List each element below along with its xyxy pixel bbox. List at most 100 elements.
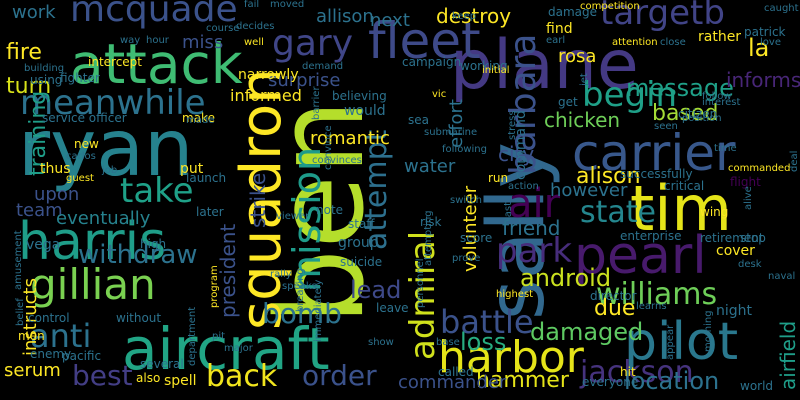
word-fighter: fighter (60, 71, 100, 85)
word-last: last (503, 201, 514, 220)
word-wing: wing (700, 205, 729, 219)
word-learns: learns (636, 301, 667, 312)
word-keep: keep (452, 11, 477, 22)
word-work: work (12, 2, 56, 23)
word-several: several (140, 357, 184, 371)
word-surprise: surprise (268, 70, 341, 91)
word-pit: pit (212, 331, 226, 342)
word-air: air (508, 181, 561, 227)
word-damaged: damaged (530, 318, 644, 346)
word-thus: thus (40, 161, 71, 177)
word-order: order (302, 359, 377, 392)
word-romantic: romantic (310, 128, 390, 149)
word-allison: allison (316, 6, 374, 27)
word-desk: desk (738, 259, 762, 270)
word-plane: plane (450, 26, 639, 105)
word-decides: decides (236, 21, 275, 32)
word-way: way (120, 35, 141, 46)
word-make: make (182, 111, 215, 125)
word-vega: vega (26, 237, 61, 253)
word-best: best (72, 359, 133, 392)
word-hit: hit (620, 365, 636, 379)
word-attempting: attempting (423, 210, 434, 266)
word-switch: switch (450, 195, 482, 206)
word-score: score (460, 231, 493, 245)
word-targetb: targetb (600, 0, 725, 33)
word-interest: interest (702, 97, 741, 108)
word-miss: miss (182, 32, 224, 53)
word-campaign: campaign (402, 55, 462, 69)
word-commanded: commanded (728, 163, 791, 174)
word-suicide: suicide (340, 255, 383, 269)
word-bomb: bomb (262, 297, 342, 330)
word-speaks: speaks (282, 281, 317, 292)
word-launch: launch (186, 171, 227, 185)
word-alive: alive (743, 186, 754, 210)
word-building: building (24, 63, 65, 74)
word-control: control (28, 311, 70, 325)
word-amusement: amusement (13, 230, 24, 290)
word-leave: leave (376, 301, 409, 315)
word-love: love (760, 37, 781, 48)
word-viewer: viewer (276, 211, 310, 222)
word-put: put (180, 161, 204, 177)
word-damage: damage (548, 5, 598, 19)
word-eventually: eventually (56, 208, 151, 229)
word-attack: attack (70, 32, 243, 96)
word-carrier: carrier (572, 124, 736, 182)
word-successfully: successfully (620, 167, 693, 181)
word-effort: effort (446, 99, 467, 148)
word-la: la (748, 34, 770, 62)
word-find: find (546, 21, 573, 37)
word-ryan: ryan (18, 104, 194, 194)
word-critical: critical (664, 179, 705, 193)
word-however: however (550, 180, 628, 201)
word-believing: believing (332, 89, 387, 103)
word-without: without (116, 311, 162, 325)
word-carlos: carlos (66, 151, 96, 162)
word-later: later (196, 205, 224, 219)
word-president: president (216, 223, 240, 318)
word-moved: moved (270, 0, 305, 10)
word-base: base (436, 337, 460, 348)
word-world: world (740, 379, 774, 393)
word-message: message (626, 74, 734, 102)
word-using: using (30, 73, 63, 87)
word-convinces: convinces (312, 155, 362, 166)
word-informed: informed (230, 86, 302, 105)
word-major: major (224, 343, 253, 354)
word-narrowly: narrowly (238, 67, 299, 83)
word-jet: jet (579, 73, 590, 86)
word-turn: turn (6, 74, 52, 99)
word-hour: hour (146, 35, 169, 46)
word-begin: begin (582, 75, 678, 115)
word-team: team (16, 200, 63, 221)
word-state: state (580, 195, 656, 230)
word-attention: attention (612, 37, 658, 48)
word-earl: earl (546, 35, 566, 46)
word-position: position (682, 113, 722, 124)
word-belief: belief (15, 298, 26, 326)
word-rally: rally (270, 269, 292, 280)
word-next: next (370, 10, 410, 31)
word-service-officer: service officer (42, 111, 127, 125)
word-vic: vic (432, 89, 447, 100)
word-program: program (209, 265, 220, 308)
word-pilot: pilot (624, 312, 739, 372)
word-convince: convince (323, 125, 334, 170)
word-rosa: rosa (558, 46, 597, 67)
word-also: also (136, 371, 161, 385)
word-due: due (594, 296, 636, 321)
word-fire: fire (6, 40, 42, 65)
word-everyone: everyone (582, 375, 639, 389)
word-retirement: retirement (700, 231, 764, 245)
word-park: park (496, 231, 573, 271)
word-flight: flight (730, 175, 761, 189)
word-city: city (498, 142, 535, 166)
word-caught: caught (764, 3, 799, 14)
word-following: following (442, 144, 487, 155)
word-submarine: submarine (424, 127, 478, 138)
word-new: new (74, 137, 99, 151)
word-highest: highest (496, 289, 534, 300)
word-android: android (520, 264, 612, 292)
